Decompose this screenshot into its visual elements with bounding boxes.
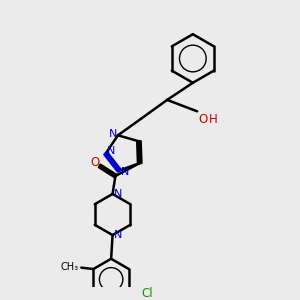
Text: Cl: Cl — [141, 287, 153, 300]
Text: N: N — [113, 189, 122, 199]
Text: O: O — [91, 156, 100, 169]
Text: N: N — [107, 146, 115, 155]
Text: H: H — [209, 113, 218, 126]
Text: N: N — [121, 167, 129, 177]
Text: N: N — [113, 230, 122, 240]
Text: O: O — [199, 113, 208, 126]
Text: CH₃: CH₃ — [60, 262, 79, 272]
Text: N: N — [109, 129, 117, 139]
